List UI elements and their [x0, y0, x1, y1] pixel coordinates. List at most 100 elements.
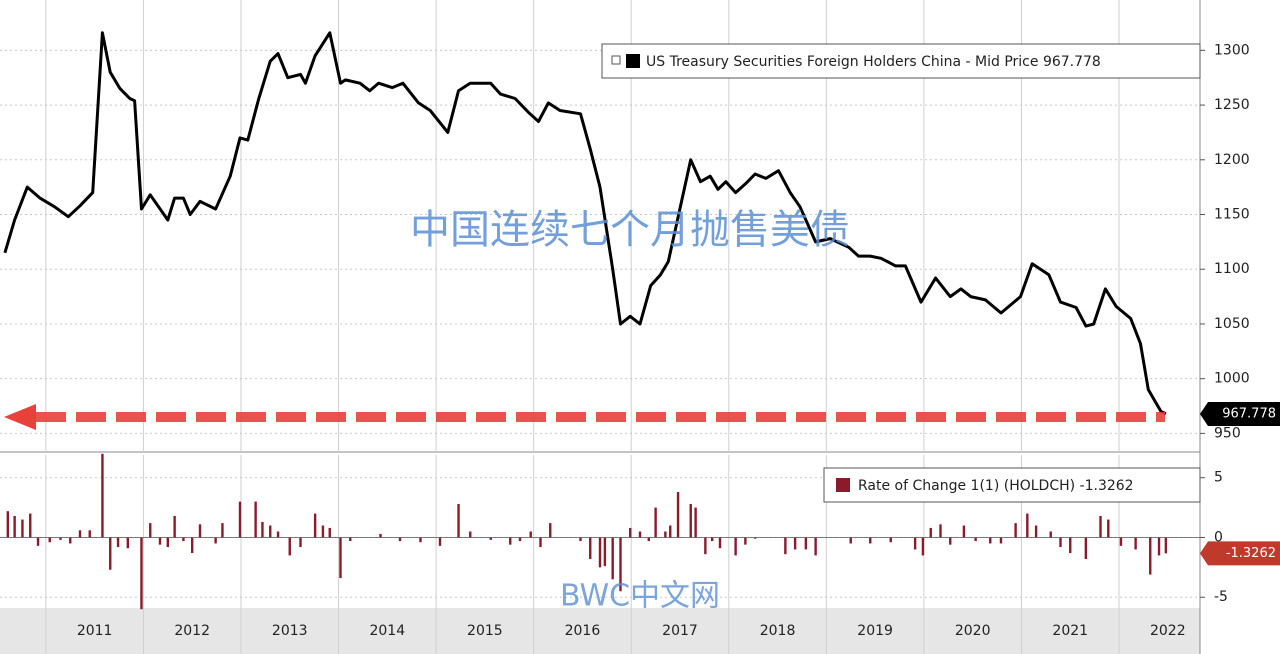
- sell-off-arrow: [4, 404, 1165, 430]
- bar: [48, 537, 51, 543]
- bar: [1119, 537, 1123, 546]
- bar: [1034, 525, 1038, 538]
- annotation: 中国连续七个月抛售美债: [410, 207, 850, 253]
- bar: [669, 525, 672, 538]
- bar: [69, 537, 72, 544]
- bar: [214, 537, 217, 544]
- tag-label: -1.3262: [1226, 546, 1276, 561]
- bar: [718, 537, 722, 549]
- bar: [489, 537, 492, 540]
- y-tick-label: 0: [1214, 529, 1223, 545]
- bar: [313, 513, 317, 538]
- tag-box: [1200, 401, 1280, 426]
- y-tick-label: 1150: [1214, 207, 1250, 223]
- bar: [1026, 513, 1029, 538]
- bar: [529, 531, 532, 538]
- bar: [238, 501, 242, 538]
- bar: [339, 537, 342, 579]
- bar: [269, 525, 272, 538]
- bar: [629, 527, 632, 538]
- bar: [539, 537, 542, 548]
- bar: [611, 537, 614, 580]
- legend-label: US Treasury Securities Foreign Holders C…: [646, 54, 1101, 70]
- bar: [744, 537, 747, 545]
- bar: [1069, 537, 1072, 554]
- bar: [921, 537, 925, 556]
- y-tick-label: 1300: [1214, 42, 1250, 58]
- x-tick-label: 2020: [955, 623, 991, 639]
- bar: [962, 525, 966, 538]
- x-tick-label: 2018: [760, 623, 796, 639]
- bar: [457, 504, 460, 538]
- y-tick-label: 1250: [1214, 97, 1250, 113]
- bar: [116, 537, 120, 548]
- last-value-tag: 967.778: [1200, 401, 1280, 426]
- bar: [1149, 537, 1152, 575]
- x-tick-label: 2019: [857, 623, 893, 639]
- bar: [36, 537, 40, 546]
- bar: [13, 515, 16, 538]
- bar: [438, 537, 442, 546]
- bar: [1014, 523, 1017, 538]
- bar: [704, 537, 707, 555]
- legend-swatch: [626, 54, 640, 68]
- legend-swatch: [836, 478, 850, 492]
- y-tick-label: 1100: [1214, 261, 1250, 277]
- bar: [784, 537, 787, 555]
- x-tick-label: 2011: [77, 623, 113, 639]
- bar: [379, 533, 382, 538]
- bar: [198, 524, 202, 538]
- y-tick-label: 1050: [1214, 316, 1250, 332]
- watermark: BWC中文网: [560, 579, 720, 614]
- x-tick-label: 2021: [1052, 623, 1088, 639]
- bar: [849, 537, 852, 544]
- bar: [1084, 537, 1088, 559]
- bar: [126, 537, 130, 549]
- legend-price: US Treasury Securities Foreign Holders C…: [601, 43, 1201, 79]
- legend-label: Rate of Change 1(1) (HOLDCH) -1.3262: [858, 478, 1134, 494]
- bar: [1164, 537, 1168, 554]
- bar: [166, 537, 170, 548]
- bar: [276, 531, 280, 538]
- bar: [1099, 515, 1102, 538]
- bar: [321, 525, 325, 538]
- x-tick-label: 2012: [174, 623, 210, 639]
- bar: [647, 537, 650, 542]
- bar: [1059, 537, 1062, 548]
- x-tick-label: 2016: [565, 623, 601, 639]
- bar: [793, 537, 797, 550]
- x-tick-label: 2015: [467, 623, 503, 639]
- arrow-head: [4, 404, 36, 430]
- legend-box: [601, 43, 1201, 79]
- bar: [734, 537, 737, 556]
- bar: [288, 537, 291, 556]
- bar: [939, 524, 942, 538]
- bar: [518, 537, 522, 542]
- bar: [59, 537, 62, 540]
- bar: [78, 530, 82, 538]
- bar: [710, 537, 714, 542]
- bar: [689, 504, 692, 538]
- y-tick-label: 1000: [1214, 371, 1250, 387]
- bar: [109, 537, 112, 570]
- bar: [509, 537, 512, 545]
- bar: [419, 537, 422, 543]
- bar: [814, 537, 817, 556]
- bar: [664, 531, 667, 538]
- bar: [1049, 531, 1052, 538]
- bar: [1134, 537, 1137, 550]
- bar: [974, 537, 977, 542]
- bar: [140, 537, 143, 610]
- legend-toggle: [611, 55, 621, 65]
- bar: [753, 537, 757, 539]
- bar: [619, 537, 622, 592]
- y-tick-label: 1200: [1214, 152, 1250, 168]
- bar: [254, 501, 257, 538]
- bar: [349, 537, 352, 542]
- bar: [589, 537, 592, 559]
- bar: [989, 537, 992, 544]
- bar: [929, 527, 932, 538]
- y-tick-label: 950: [1214, 425, 1241, 441]
- y-tick-label: 5: [1214, 470, 1223, 486]
